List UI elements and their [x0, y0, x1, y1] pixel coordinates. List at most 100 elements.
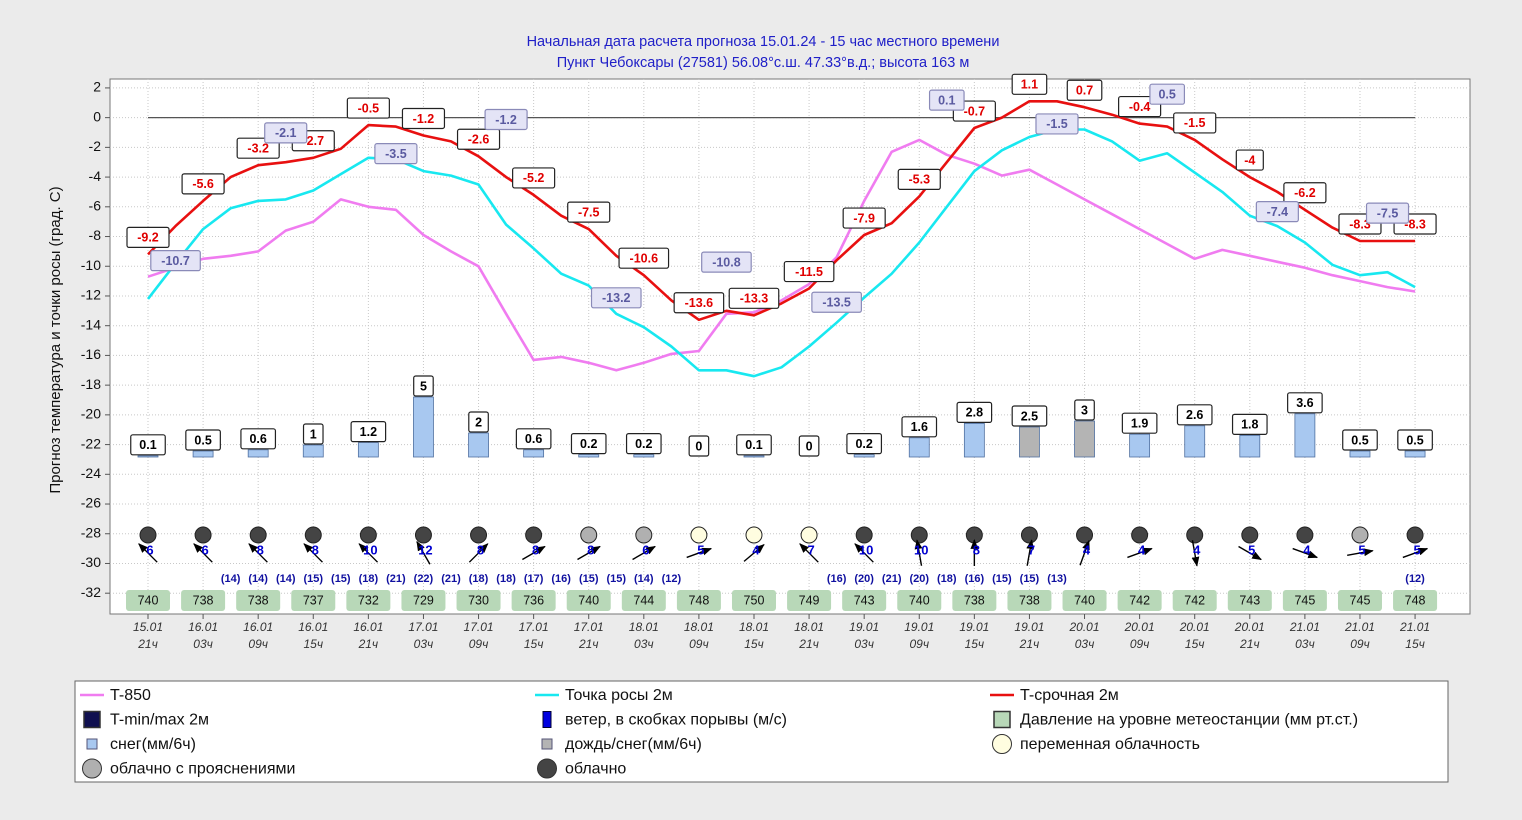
temp-label-box — [1066, 79, 1103, 101]
temp-label-box — [567, 201, 611, 223]
wind-arrow — [1079, 539, 1090, 566]
y-tick-label: -8 — [89, 227, 102, 243]
cloud-icon — [470, 526, 488, 544]
x-tick-hour: 15ч — [1185, 637, 1205, 651]
wind-gust: (18) — [469, 573, 489, 585]
wind-arrow — [522, 545, 546, 561]
cloud-icon — [1241, 526, 1259, 544]
y-tick-label: -28 — [81, 524, 101, 540]
wind-gust: (20) — [909, 573, 929, 585]
pressure-box — [621, 590, 666, 611]
precip-label-box — [798, 435, 820, 457]
y-tick-label: -26 — [81, 495, 101, 511]
legend-swatch — [83, 710, 101, 729]
cloud-icon — [1131, 526, 1149, 544]
wind-arrow — [1292, 547, 1319, 559]
legend-label: Точка росы 2м — [565, 687, 673, 704]
pressure-box — [731, 590, 776, 611]
temp-label: -1.2 — [413, 112, 435, 126]
y-tick-label: -30 — [81, 554, 101, 570]
precip-label-box — [846, 433, 883, 455]
legend-swatch — [86, 738, 98, 750]
temp-label-box — [401, 107, 446, 130]
pressure-box — [1337, 590, 1382, 611]
tminmax-label-box — [590, 287, 642, 309]
tminmax-label: -1.5 — [1046, 117, 1068, 131]
precip-label-box — [1011, 405, 1048, 427]
tminmax-label-box — [928, 89, 965, 111]
pressure-box — [181, 590, 226, 611]
x-tick-hour: 21ч — [578, 637, 599, 651]
wind-speed: 4 — [1083, 542, 1091, 557]
tminmax-label-box — [1035, 113, 1079, 135]
legend-label: ветер, в скобках порывы (м/с) — [565, 712, 787, 729]
tminmax-label: -7.4 — [1267, 205, 1289, 219]
x-tick-hour: 21ч — [798, 637, 819, 651]
precip-bar — [468, 432, 489, 458]
tminmax-label: -7.5 — [1377, 206, 1399, 220]
y-tick-label: -24 — [81, 465, 101, 481]
x-tick-hour: 15ч — [744, 637, 764, 651]
precip-bar — [1129, 433, 1151, 458]
tminmax-label: 0.1 — [938, 93, 955, 107]
pressure-box — [1282, 590, 1327, 611]
precip-label: 5 — [420, 379, 427, 393]
temp-label-box — [1283, 182, 1327, 204]
temp-label-box — [1235, 149, 1264, 171]
wind-speed: 6 — [146, 542, 153, 557]
precip-bar — [357, 442, 379, 458]
wind-arrow — [1238, 545, 1262, 561]
wind-speed: 10 — [363, 542, 377, 557]
precip-label: 2.5 — [1021, 409, 1038, 423]
wind-gust: (21) — [882, 573, 902, 585]
precip-label: 0.5 — [1351, 433, 1368, 447]
pressure-value: 745 — [1294, 593, 1315, 607]
legend-box — [74, 680, 1449, 783]
precip-bar — [963, 422, 985, 458]
wind-gust: (15) — [579, 573, 599, 585]
temp-label: -6.2 — [1294, 186, 1316, 200]
precip-label-box — [240, 428, 277, 450]
pressure-box — [236, 590, 281, 611]
legend-swatch — [82, 758, 102, 779]
pressure-value: 729 — [413, 593, 434, 607]
precip-label-box — [468, 411, 489, 433]
precip-label-box — [1121, 412, 1158, 434]
pressure-box — [842, 590, 887, 611]
wind-gust: (16) — [965, 573, 985, 585]
pressure-value: 748 — [1405, 593, 1426, 607]
wind-gust: (22) — [414, 573, 434, 585]
precip-label-box — [1397, 429, 1433, 451]
pressure-value: 740 — [578, 593, 599, 607]
x-tick-date: 21.01 — [1399, 620, 1430, 634]
wind-arrow — [686, 547, 713, 559]
precip-label: 0.6 — [249, 432, 266, 446]
wind-arrow — [632, 545, 656, 561]
series-line — [147, 100, 1416, 322]
y-tick-label: 0 — [93, 108, 101, 124]
tminmax-label-box — [1255, 201, 1299, 223]
pressure-value: 736 — [523, 593, 544, 607]
wind-arrow — [468, 543, 489, 563]
legend-label: облачно — [565, 761, 626, 778]
tminmax-label: -13.2 — [602, 291, 631, 305]
temp-label: -0.4 — [1129, 100, 1151, 114]
legend-label: Давление на уровне метеостанции (мм рт.с… — [1020, 712, 1358, 729]
temp-label-box — [512, 167, 556, 189]
x-tick-hour: 09ч — [909, 637, 929, 651]
legend-label: дождь/снег(мм/6ч) — [565, 736, 702, 753]
y-axis-label: Прогноз температура и точки росы (град. … — [47, 186, 64, 493]
pressure-box — [291, 590, 336, 611]
pressure-box — [346, 590, 391, 611]
pressure-value: 737 — [303, 593, 324, 607]
temp-label-box — [842, 207, 886, 229]
wind-arrow — [743, 544, 765, 562]
wind-speed: 8 — [477, 542, 484, 557]
pressure-box — [1117, 590, 1162, 611]
precip-label: 1.6 — [911, 420, 928, 434]
cloud-icon — [414, 526, 432, 544]
pressure-box — [126, 590, 170, 611]
pressure-value: 742 — [1184, 593, 1205, 607]
temp-label-box — [126, 226, 170, 248]
precip-label: 0.2 — [635, 437, 652, 451]
